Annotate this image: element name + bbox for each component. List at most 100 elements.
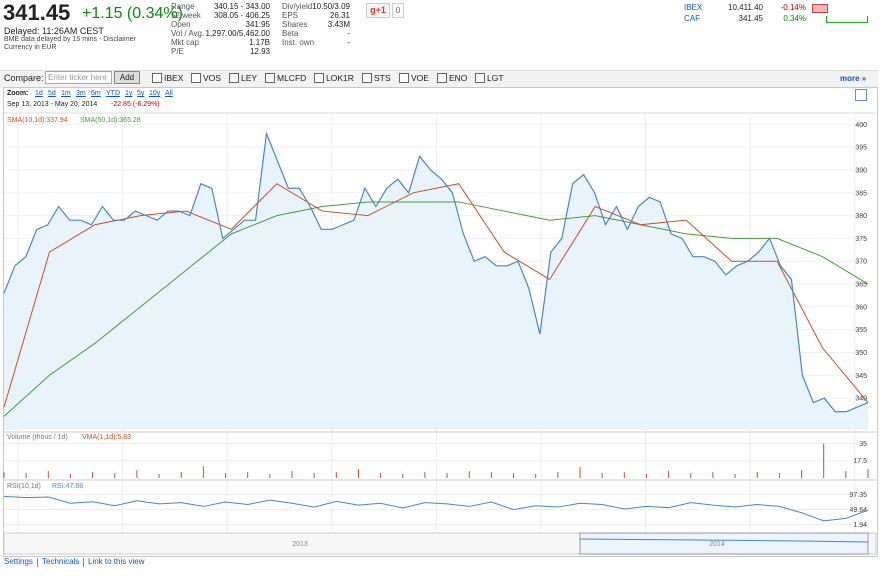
price: 341.45 [3, 0, 71, 25]
ticker-label[interactable]: IBEX [164, 73, 184, 83]
stat-value: 3.43M [327, 20, 350, 29]
zoom-option[interactable]: 5y [137, 90, 145, 97]
y-tick-label: 350 [855, 350, 867, 357]
stat-label: Range [171, 2, 195, 11]
plus-one[interactable]: g+1 [366, 3, 390, 18]
sma50-line [3, 201, 869, 417]
y-tick-label: 1.94 [853, 522, 867, 529]
y-tick-label: 390 [855, 168, 867, 175]
ticker-checkbox[interactable] [265, 73, 275, 83]
stat-value: 341.95 [245, 20, 270, 29]
ticker-checkbox[interactable] [437, 73, 447, 83]
change-bar [812, 4, 828, 13]
related-change: -0.14% [780, 3, 806, 12]
ticker-input[interactable]: Enter ticker here [45, 71, 112, 84]
zoom-option[interactable]: 1d [35, 90, 43, 97]
separator [83, 558, 84, 567]
sma10-line [3, 183, 869, 408]
add-button[interactable]: Add [114, 71, 140, 84]
stat-value: 340.15 - 343.00 [213, 2, 270, 11]
ticker-checkbox[interactable] [399, 73, 409, 83]
navigator-window [579, 532, 869, 555]
ticker-label[interactable]: LGT [487, 73, 504, 83]
y-tick-label: 355 [855, 327, 867, 334]
stat-label: P/E [171, 47, 184, 56]
range: Sep 13, 2013 - May 20, 2014 [7, 101, 98, 108]
stat-label: Inst. own [282, 38, 315, 47]
zoom-option[interactable]: 1y [125, 90, 133, 97]
stat-value: 1,297.00/5,462.00 [205, 29, 270, 38]
footer-link[interactable]: Link to this view [88, 557, 145, 566]
vma-label: VMA(1,1d):5.83 [82, 434, 131, 441]
stat-label: EPS [282, 11, 299, 20]
stat-label: Vol / Avg. [171, 29, 205, 38]
zoom-option[interactable]: 10y [149, 90, 161, 97]
y-tick-label: 400 [855, 122, 867, 129]
delayed: Delayed: [4, 26, 40, 36]
navigator-label: 2014 [709, 541, 725, 548]
footer-link[interactable]: Settings [4, 557, 33, 566]
chart-frame [3, 87, 878, 557]
stat-label: Mkt cap [171, 38, 200, 47]
stat-value: 26.31 [329, 11, 350, 20]
zoom-option[interactable]: 5d [48, 90, 56, 97]
ticker-label[interactable]: LEY [241, 73, 258, 83]
y-tick-label: 375 [855, 236, 867, 243]
stat-label: Shares [282, 20, 308, 29]
stat-label: 52 week [171, 11, 201, 20]
ticker-label[interactable]: MLCFD [277, 73, 307, 83]
y-tick-label: 97.35 [849, 492, 867, 499]
stat-label: Beta [282, 29, 299, 38]
y-tick-label: 49.64 [849, 507, 867, 514]
stat-value: - [347, 29, 350, 38]
zoom-option[interactable]: 6m [91, 90, 101, 97]
footer-link[interactable]: Technicals [42, 557, 80, 566]
zoom-label: Zoom: [7, 90, 29, 97]
stat-value: - [347, 38, 350, 47]
stat-label: Div/yield [282, 2, 313, 11]
change-bar [826, 16, 868, 23]
volume-label: Volume (thous / 1d) [7, 434, 68, 441]
ticker-label[interactable]: VOS [203, 73, 221, 83]
stat-value: 308.05 - 406.25 [213, 11, 270, 20]
expand-icon[interactable] [855, 89, 867, 101]
y-tick-label: 345 [855, 373, 867, 380]
y-tick-label: 17.5 [853, 458, 867, 465]
y-tick-label: 385 [855, 190, 867, 197]
ticker-checkbox[interactable] [475, 73, 485, 83]
time: 11:26AM CEST [42, 26, 104, 36]
related-name[interactable]: IBEX [684, 3, 703, 12]
more-link[interactable]: more » [840, 74, 867, 83]
ticker-checkbox[interactable] [152, 73, 162, 83]
zoom-option[interactable]: All [165, 90, 173, 97]
price-area [4, 133, 868, 430]
zoom-option[interactable]: 3m [76, 90, 86, 97]
sma10-legend: SMA(10,1d):337.94 [7, 117, 68, 124]
y-tick-label: 365 [855, 282, 867, 289]
zoom-option[interactable]: YTD [106, 90, 120, 97]
note[interactable]: BME data delayed by 15 mins - Disclaimer [4, 36, 136, 43]
related-name[interactable]: CAF [684, 14, 700, 23]
zoom-option[interactable]: 1m [61, 90, 71, 97]
stat-label: Open [171, 20, 191, 29]
ticker-checkbox[interactable] [314, 73, 324, 83]
change: +1.15 (0.34%) [82, 5, 183, 22]
ticker-checkbox[interactable] [362, 73, 372, 83]
ticker-checkbox[interactable] [229, 73, 239, 83]
ticker-checkbox[interactable] [191, 73, 201, 83]
ticker-label[interactable]: ENO [449, 73, 468, 83]
ticker-label[interactable]: VOE [411, 73, 429, 83]
y-tick-label: 35 [859, 441, 867, 448]
rsi-value: RSI:47.88 [52, 483, 83, 490]
stat-value: 10.50/3.09 [312, 2, 350, 11]
rsi-line [3, 495, 869, 522]
ticker-label[interactable]: LOK1R [326, 73, 354, 83]
rsi-label: RSI(10,1d) [7, 483, 41, 490]
ticker-label[interactable]: STS [374, 73, 391, 83]
sma50-legend: SMA(50,1d):365.28 [80, 117, 141, 124]
plus-count: 0 [392, 3, 404, 18]
range-change: -22.85 (-6.29%) [111, 101, 160, 108]
